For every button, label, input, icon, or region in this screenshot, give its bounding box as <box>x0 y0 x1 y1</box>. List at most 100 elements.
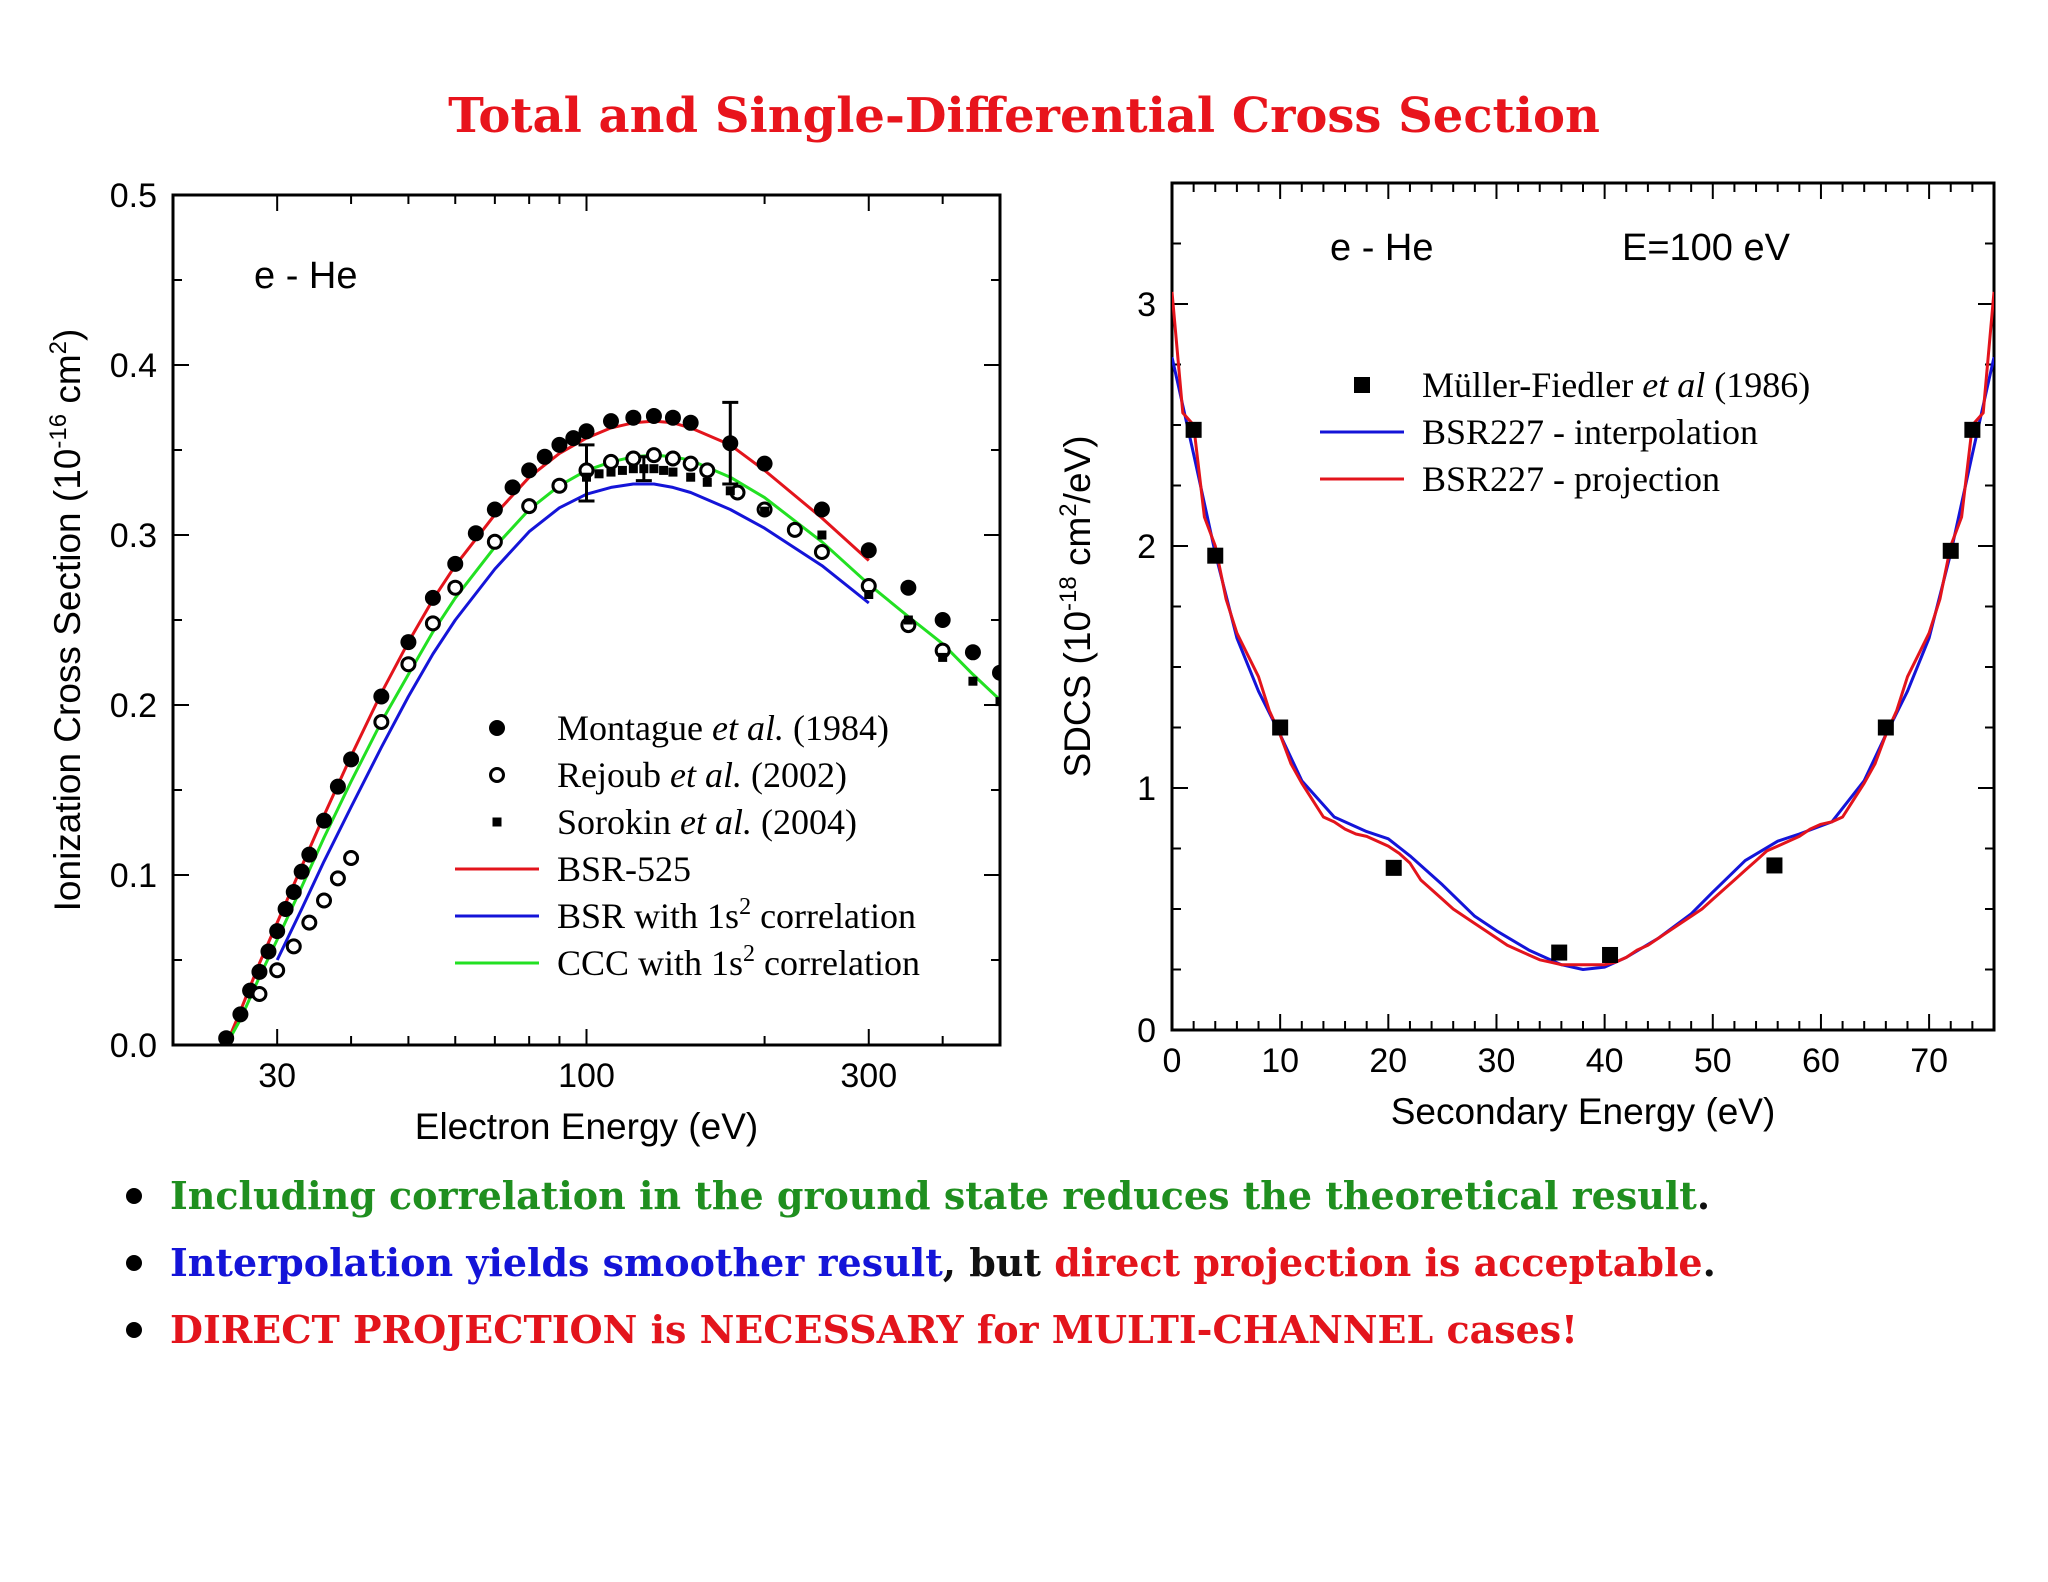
x-tick-label: 20 <box>1369 1042 1407 1080</box>
legend-label: BSR with 1s2 correlation <box>557 894 916 936</box>
legend-label-italic: et al. <box>712 708 784 748</box>
data-point <box>1185 421 1202 438</box>
data-point <box>995 697 1000 707</box>
data-point <box>582 472 591 482</box>
x-axis-label: Electron Energy (eV) <box>415 1106 758 1147</box>
y-tick-label: 0 <box>1137 1012 1156 1050</box>
data-point <box>343 751 360 768</box>
legend-label-text: (2004) <box>752 802 857 842</box>
x-tick-label: 30 <box>1478 1042 1516 1080</box>
data-point <box>1964 421 1981 438</box>
legend-label-text: Rejoub <box>557 755 670 795</box>
data-point <box>329 870 346 887</box>
y-axis-label-sup: -18 <box>1055 576 1082 611</box>
chart-annotation: E=100 eV <box>1622 227 1791 269</box>
bullet-text: direct projection is acceptable <box>1054 1240 1703 1285</box>
data-point <box>664 450 681 467</box>
legend-label-sup: 2 <box>739 894 751 920</box>
data-point <box>293 863 310 880</box>
data-point <box>424 615 441 632</box>
data-point <box>424 589 441 606</box>
bullet-text: Including correlation in the ground stat… <box>170 1173 1697 1218</box>
bullet-text: DIRECT PROJECTION is NECESSARY for MULTI… <box>170 1307 1578 1352</box>
data-point <box>964 644 981 661</box>
data-point <box>760 506 770 516</box>
legend-label: Montague et al. (1984) <box>557 708 889 748</box>
x-tick-label: 40 <box>1586 1042 1624 1080</box>
data-point <box>903 615 913 625</box>
y-tick-label: 0.2 <box>110 687 157 725</box>
legend-label-italic: et al <box>1642 365 1705 405</box>
data-point <box>756 455 773 472</box>
y-axis-label-text: cm <box>47 354 88 414</box>
y-axis-label-sup: -16 <box>45 414 72 449</box>
bullet-text: , but <box>942 1240 1055 1285</box>
bullet-dot-icon <box>126 1255 142 1271</box>
series-line-bsr227-projection <box>1172 291 1994 967</box>
data-point <box>551 477 568 494</box>
data-point <box>447 579 464 596</box>
legend-label-text: BSR with 1s <box>557 896 739 936</box>
bullet-item: Including correlation in the ground stat… <box>126 1170 1716 1237</box>
legend: Montague et al. (1984) Rejoub et al. (200… <box>455 708 920 983</box>
legend-label-italic: et al. <box>670 755 742 795</box>
legend-label: BSR-525 <box>557 849 691 889</box>
data-point <box>602 413 619 430</box>
data-point <box>301 914 318 931</box>
data-point <box>467 525 484 542</box>
plot-area <box>218 400 1000 1045</box>
data-point <box>725 486 735 496</box>
legend-label-text: BSR-525 <box>557 849 691 889</box>
ticks <box>1171 182 1995 1031</box>
data-point <box>702 477 712 487</box>
y-axis-label-text: cm <box>1057 517 1098 577</box>
y-axis-label-sup: 2 <box>1055 503 1082 516</box>
y-tick-label: 0.0 <box>110 1027 157 1065</box>
data-point <box>639 464 649 474</box>
legend-label-text: correlation <box>755 943 920 983</box>
data-point <box>668 467 678 477</box>
data-point <box>864 590 874 599</box>
chart-sdcs: 0 10 20 30 40 50 60 70 0 1 2 3 Secondary Energy (eV)… <box>1055 181 1996 1132</box>
x-tick-label: 100 <box>558 1057 615 1095</box>
data-point <box>682 414 699 431</box>
y-axis-label-text: Ionization Cross Section (10 <box>47 449 88 912</box>
x-tick-label: 300 <box>840 1057 897 1095</box>
y-tick-label: 0.3 <box>110 517 157 555</box>
data-point <box>645 447 662 464</box>
data-point <box>813 544 830 560</box>
legend-marker <box>492 817 502 827</box>
data-point <box>1207 547 1224 564</box>
data-point <box>628 464 638 474</box>
data-point <box>722 435 739 452</box>
chart-total-cross-section: 30 100 300 0.0 0.1 0.2 0.3 0.4 0.5 Electron Energ… <box>45 177 1002 1147</box>
y-axis-label-text: SDCS (10 <box>1057 611 1098 778</box>
bullet-text: Interpolation yields smoother result <box>170 1240 943 1285</box>
data-point <box>232 1006 249 1023</box>
data-point <box>860 542 877 559</box>
y-tick-label: 0.1 <box>110 857 157 895</box>
data-point <box>343 850 360 866</box>
x-tick-label: 50 <box>1694 1042 1732 1080</box>
data-point <box>260 943 277 960</box>
y-axis-label: Ionization Cross Section (10-16 cm2) <box>45 329 88 912</box>
data-point <box>504 479 521 496</box>
legend-label: CCC with 1s2 correlation <box>557 941 920 983</box>
y-axis-label: SDCS (10-18 cm2/eV) <box>1055 435 1098 777</box>
data-point <box>565 430 582 447</box>
bullet-dot-icon <box>126 1188 142 1204</box>
legend-label: Rejoub et al. (2002) <box>557 755 847 795</box>
legend-label-italic: et al. <box>680 802 752 842</box>
legend-label-text: correlation <box>751 896 916 936</box>
bullet-item: Interpolation yields smoother result, bu… <box>126 1237 1716 1304</box>
data-point <box>521 462 538 479</box>
data-point <box>578 423 595 440</box>
data-point <box>251 963 268 980</box>
x-tick-label: 70 <box>1910 1042 1948 1080</box>
legend-marker <box>1354 377 1370 393</box>
data-point <box>486 533 503 550</box>
data-point <box>606 467 616 477</box>
bullet-list: Including correlation in the ground stat… <box>126 1170 1716 1371</box>
data-point <box>602 453 619 470</box>
